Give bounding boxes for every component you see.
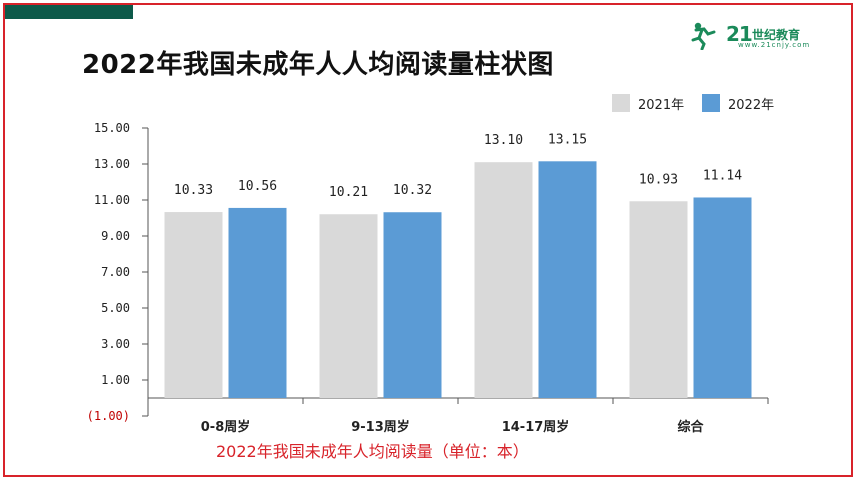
legend-label-2021: 2021年 [638, 98, 685, 113]
bar-2021 [629, 201, 688, 398]
y-tick-label: 15.00 [94, 121, 130, 135]
logo-url: www.21cnjy.com [738, 41, 811, 49]
data-label: 10.93 [639, 172, 678, 187]
data-label: 10.33 [174, 183, 213, 198]
y-tick-label: 13.00 [94, 157, 130, 171]
logo-number: 21 [726, 22, 753, 46]
x-tick-label: 9-13周岁 [351, 419, 410, 435]
bar-2021 [474, 162, 533, 398]
data-label: 13.15 [548, 132, 587, 147]
legend: 2021年 2022年 [612, 94, 802, 113]
y-tick-label: 1.00 [101, 373, 130, 387]
data-label: 10.56 [238, 179, 277, 194]
logo-brand-name: 世纪教育 [752, 28, 801, 42]
header-band [5, 5, 133, 19]
y-tick-label: 11.00 [94, 193, 130, 207]
bar-2021 [164, 212, 223, 398]
bar-2021 [319, 214, 378, 398]
y-tick-label: 9.00 [101, 229, 130, 243]
logo-runner-icon [691, 22, 716, 50]
bar-2022 [538, 161, 597, 398]
data-label: 13.10 [484, 133, 523, 148]
bar-2022 [693, 197, 752, 398]
chart-caption: 2022年我国未成年人均阅读量（单位：本） [216, 442, 529, 461]
bar-2022 [228, 207, 287, 398]
y-tick-label: 7.00 [101, 265, 130, 279]
data-label: 10.21 [329, 185, 368, 200]
x-tick-label: 综合 [677, 419, 704, 435]
y-tick-label: 3.00 [101, 337, 130, 351]
x-tick-label: 0-8周岁 [201, 419, 251, 435]
bar-2022 [383, 212, 442, 398]
y-tick-label: 5.00 [101, 301, 130, 315]
legend-swatch-2021 [612, 94, 630, 112]
data-label: 11.14 [703, 168, 742, 183]
data-label: 10.32 [393, 183, 432, 198]
legend-swatch-2022 [702, 94, 720, 112]
x-tick-label: 14-17周岁 [502, 419, 570, 435]
legend-label-2022: 2022年 [728, 98, 775, 113]
chart-title: 2022年我国未成年人人均阅读量柱状图 [82, 50, 554, 80]
y-tick-label: (1.00) [87, 409, 130, 423]
